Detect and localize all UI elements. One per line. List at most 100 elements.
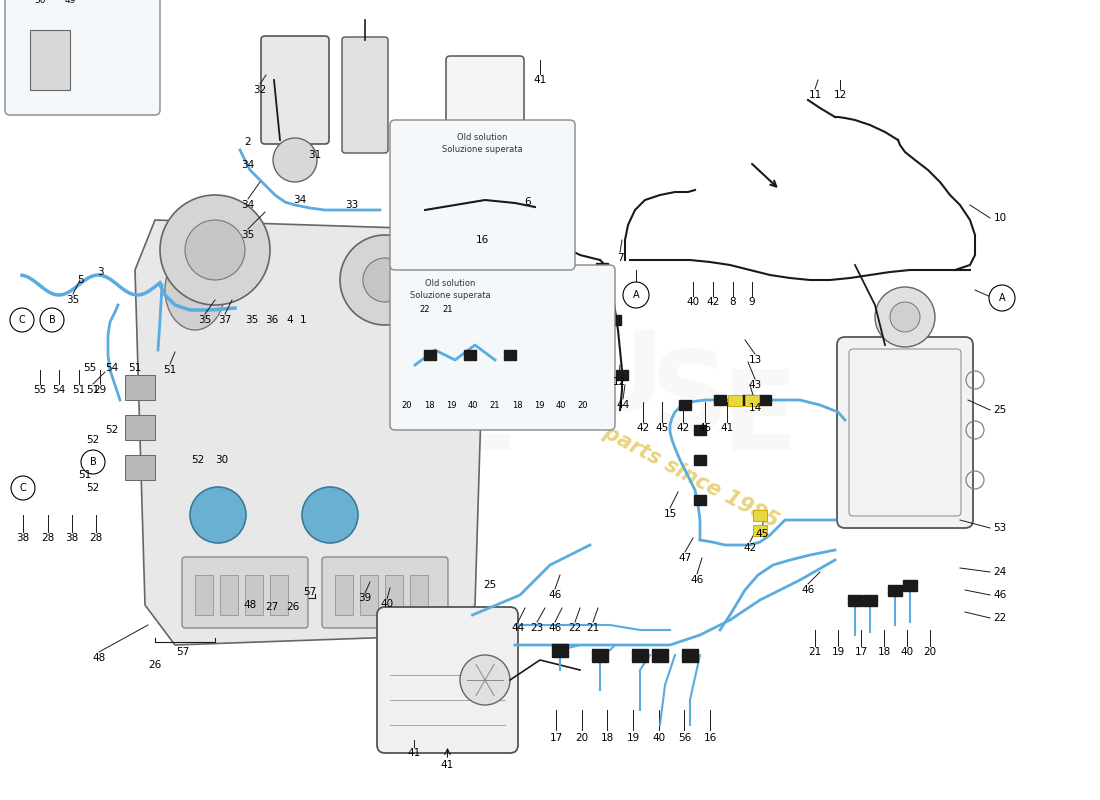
Text: 28: 28 xyxy=(42,533,55,543)
Text: Old solution: Old solution xyxy=(425,278,475,287)
Text: 40: 40 xyxy=(901,647,914,657)
Text: 4: 4 xyxy=(287,315,294,325)
Bar xyxy=(694,495,706,505)
Text: 14: 14 xyxy=(748,403,761,413)
Bar xyxy=(682,649,698,662)
Text: 48: 48 xyxy=(243,600,256,610)
Text: 26: 26 xyxy=(148,660,162,670)
Text: 30: 30 xyxy=(216,455,229,465)
Bar xyxy=(125,455,155,480)
Text: 34: 34 xyxy=(294,195,307,205)
Text: 20: 20 xyxy=(578,401,588,410)
Text: 36: 36 xyxy=(265,315,278,325)
Text: 41: 41 xyxy=(441,760,454,770)
Text: 46: 46 xyxy=(802,585,815,595)
Bar xyxy=(903,580,917,591)
Text: 35: 35 xyxy=(66,295,79,305)
Text: 9: 9 xyxy=(749,297,756,307)
Text: 31: 31 xyxy=(308,150,321,160)
Text: 40: 40 xyxy=(468,401,478,410)
Text: 19: 19 xyxy=(626,733,639,743)
Bar xyxy=(888,585,902,596)
Text: A: A xyxy=(999,293,1005,303)
Text: 26: 26 xyxy=(286,602,299,612)
Text: 41: 41 xyxy=(720,423,734,433)
Text: 54: 54 xyxy=(106,363,119,373)
Text: 12: 12 xyxy=(613,377,626,387)
Text: 51: 51 xyxy=(129,363,142,373)
FancyBboxPatch shape xyxy=(182,557,308,628)
Text: L: L xyxy=(515,346,585,454)
Text: 41: 41 xyxy=(534,75,547,85)
Text: 18: 18 xyxy=(601,733,614,743)
Text: 46: 46 xyxy=(993,590,1007,600)
Text: B: B xyxy=(89,457,97,467)
Text: 13: 13 xyxy=(748,355,761,365)
Text: 40: 40 xyxy=(686,297,700,307)
Text: 34: 34 xyxy=(241,160,254,170)
Text: 48: 48 xyxy=(92,653,106,663)
Bar xyxy=(596,263,608,273)
Bar xyxy=(385,575,403,615)
Bar xyxy=(652,649,668,662)
Text: 51: 51 xyxy=(164,365,177,375)
Text: 42: 42 xyxy=(676,423,690,433)
FancyBboxPatch shape xyxy=(837,337,974,528)
Bar xyxy=(759,395,771,405)
Bar xyxy=(609,315,622,325)
Text: 52: 52 xyxy=(106,425,119,435)
Text: 43: 43 xyxy=(748,380,761,390)
Text: 57: 57 xyxy=(304,587,317,597)
Bar xyxy=(745,395,759,406)
Bar xyxy=(742,395,754,405)
Bar xyxy=(632,649,648,662)
Bar xyxy=(270,575,288,615)
Text: 27: 27 xyxy=(265,602,278,612)
Bar xyxy=(410,575,428,615)
Text: 52: 52 xyxy=(87,483,100,493)
Text: 46: 46 xyxy=(549,623,562,633)
Bar xyxy=(30,30,70,90)
Circle shape xyxy=(363,258,407,302)
Text: 1: 1 xyxy=(299,315,306,325)
Bar xyxy=(336,575,353,615)
Text: 22: 22 xyxy=(993,613,1007,623)
Bar xyxy=(848,595,862,606)
Text: C: C xyxy=(19,315,25,325)
Bar xyxy=(714,395,726,405)
Text: 40: 40 xyxy=(556,401,566,410)
Bar xyxy=(754,510,767,521)
Text: Soluzione superata: Soluzione superata xyxy=(442,146,522,154)
Text: 45: 45 xyxy=(698,423,712,433)
FancyBboxPatch shape xyxy=(390,265,615,430)
Polygon shape xyxy=(135,220,485,645)
Text: 49: 49 xyxy=(64,0,76,5)
Bar xyxy=(220,575,238,615)
Text: 44: 44 xyxy=(512,623,525,633)
FancyBboxPatch shape xyxy=(390,120,575,270)
Text: 46: 46 xyxy=(549,590,562,600)
Text: B: B xyxy=(48,315,55,325)
Text: 42: 42 xyxy=(744,543,757,553)
Circle shape xyxy=(273,138,317,182)
Text: Soluzione superata: Soluzione superata xyxy=(409,290,491,299)
Ellipse shape xyxy=(165,250,226,330)
Circle shape xyxy=(185,220,245,280)
Text: 21: 21 xyxy=(442,306,453,314)
Text: 47: 47 xyxy=(679,553,692,563)
Text: 35: 35 xyxy=(241,230,254,240)
Bar xyxy=(125,375,155,400)
Text: E: E xyxy=(442,366,518,474)
Text: C: C xyxy=(20,483,26,493)
Text: 35: 35 xyxy=(245,315,258,325)
Text: 21: 21 xyxy=(490,401,500,410)
Bar xyxy=(552,644,568,657)
Text: 11: 11 xyxy=(808,90,822,100)
Text: 18: 18 xyxy=(878,647,891,657)
Circle shape xyxy=(81,450,104,474)
Text: 33: 33 xyxy=(345,200,359,210)
Text: 18: 18 xyxy=(512,401,522,410)
Text: 17: 17 xyxy=(549,733,562,743)
Bar xyxy=(728,395,743,406)
FancyBboxPatch shape xyxy=(446,56,524,124)
